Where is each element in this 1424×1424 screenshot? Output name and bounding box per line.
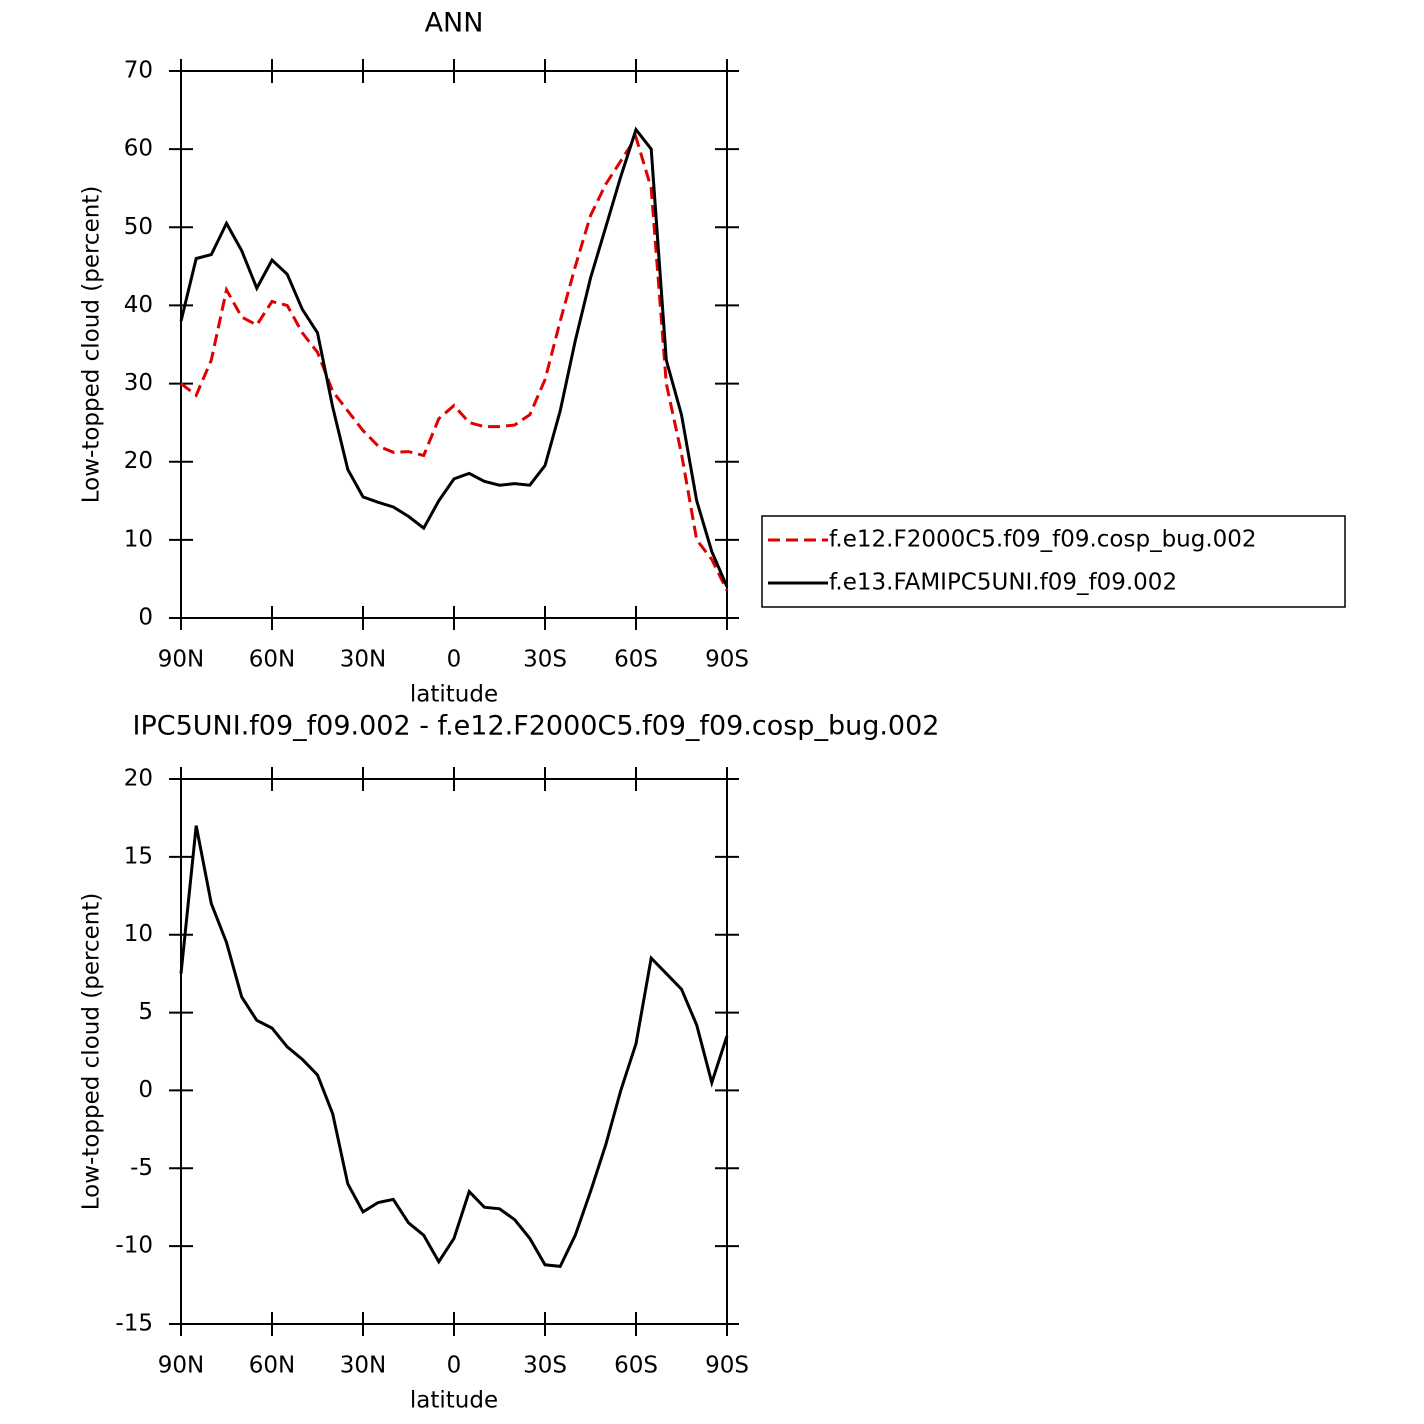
x-tick-label: 90N [158, 647, 204, 673]
x-tick-label: 60S [614, 647, 658, 673]
y-axis-label: Low-topped cloud (percent) [79, 893, 105, 1211]
chart-title: ANN [425, 8, 484, 39]
y-tick-label: 5 [138, 999, 153, 1025]
y-tick-label: 30 [124, 370, 153, 396]
x-tick-label: 90S [705, 647, 749, 673]
data-line [180, 133, 729, 592]
y-axis-label: Low-topped cloud (percent) [79, 186, 105, 504]
x-tick-label: 30S [523, 647, 567, 673]
x-tick-label: 90N [158, 1353, 204, 1379]
legend-label: f.e12.F2000C5.f09_f09.cosp_bug.002 [829, 527, 1257, 553]
x-tick-label: 30N [340, 647, 386, 673]
x-tick-label: 60S [614, 1353, 658, 1379]
plot-frame [180, 70, 728, 619]
x-tick-label: 60N [249, 647, 295, 673]
x-tick-label: 60N [249, 1353, 295, 1379]
y-tick-label: 0 [138, 1077, 153, 1103]
y-tick-label: 10 [124, 921, 153, 947]
legend-box [761, 515, 1346, 608]
data-line [179, 126, 729, 588]
x-tick-label: 0 [447, 1353, 462, 1379]
y-tick-label: 70 [124, 58, 153, 84]
y-tick-label: 40 [124, 292, 153, 318]
y-tick-label: 60 [124, 136, 153, 162]
y-tick-label: 10 [124, 526, 153, 552]
y-tick-label: 20 [124, 766, 153, 792]
x-axis-label: latitude [410, 1388, 498, 1414]
x-tick-label: 30N [340, 1353, 386, 1379]
y-tick-label: -5 [130, 1155, 153, 1181]
y-tick-label: -15 [115, 1311, 153, 1337]
y-tick-label: 50 [124, 214, 153, 240]
x-tick-label: 30S [523, 1353, 567, 1379]
y-tick-label: 0 [138, 605, 153, 631]
y-tick-label: -10 [115, 1233, 153, 1259]
y-tick-label: 15 [124, 843, 153, 869]
y-tick-label: 20 [124, 448, 153, 474]
chart-title: IPC5UNI.f09_f09.002 - f.e12.F2000C5.f09_… [133, 711, 940, 742]
data-line [179, 825, 729, 1269]
x-tick-label: 90S [705, 1353, 749, 1379]
legend-label: f.e13.FAMIPC5UNI.f09_f09.002 [829, 570, 1177, 596]
plot-frame [180, 778, 728, 1325]
x-tick-label: 0 [447, 647, 462, 673]
x-axis-label: latitude [410, 682, 498, 708]
